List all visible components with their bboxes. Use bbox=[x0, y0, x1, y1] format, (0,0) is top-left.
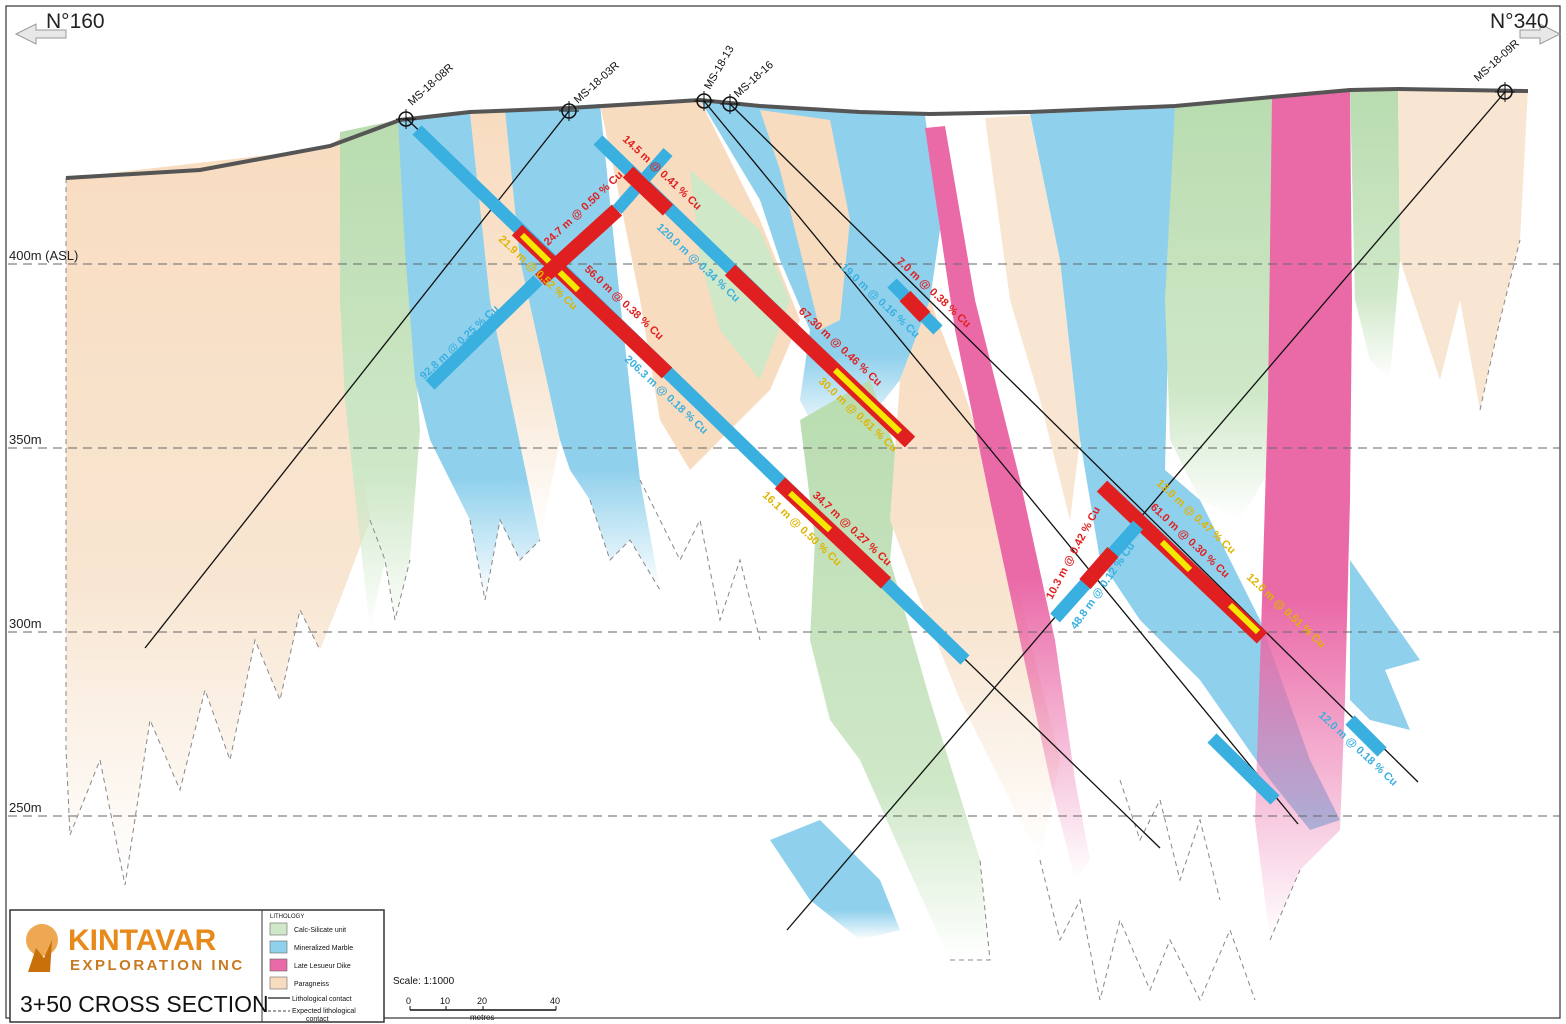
bar-ms1816-7m bbox=[899, 290, 931, 323]
calc-silicate-central bbox=[800, 380, 990, 960]
drillhole-collars bbox=[396, 82, 1515, 129]
paragneiss-central bbox=[890, 300, 1060, 860]
bar-ms1813-30m bbox=[832, 367, 903, 435]
collar-ms1816 bbox=[720, 94, 740, 114]
orientation-markers: N°160 N°340 bbox=[14, 10, 1562, 45]
legend-title: LITHOLOGY bbox=[270, 914, 304, 920]
drillhole-label-ms1803r: MS-18-03R bbox=[572, 60, 622, 107]
paragneiss-west bbox=[66, 132, 370, 885]
drillhole-trace-09r bbox=[786, 91, 1506, 931]
company-name: KINTAVAR bbox=[68, 924, 217, 957]
legend-label-marble: Mineralized Marble bbox=[294, 945, 353, 952]
title-block-frame bbox=[9, 909, 385, 1023]
paragneiss-band-1 bbox=[470, 110, 560, 540]
calc-silicate-far-east bbox=[1350, 88, 1400, 380]
marble-tongue-east bbox=[1350, 560, 1420, 730]
scale-tick: 0 bbox=[406, 996, 411, 1006]
drillhole-label-ms1816: MS-18-16 bbox=[732, 59, 776, 100]
arrow-left-icon bbox=[14, 23, 67, 45]
orientation-left-label: N°160 bbox=[46, 10, 105, 33]
late-lesueur-dike-1 bbox=[925, 126, 1090, 880]
bar-ms1816-13m bbox=[1159, 539, 1193, 573]
bar-ms1803r-24m bbox=[534, 204, 623, 286]
elevation-label-350: 350m bbox=[9, 432, 42, 447]
elevation-label-250: 250m bbox=[9, 800, 42, 815]
bar-ms1813-deep bbox=[1207, 733, 1280, 805]
scale-tick: 40 bbox=[550, 996, 560, 1006]
legend-swatch-dike bbox=[269, 958, 288, 972]
bar-ms1803r-92m bbox=[425, 275, 543, 390]
figure-frame bbox=[5, 5, 1561, 1019]
collar-ms1803r bbox=[559, 101, 579, 121]
marble-tail-south bbox=[770, 820, 900, 940]
scale-title: Scale: 1:1000 bbox=[393, 976, 455, 987]
legend-label-gneiss: Paragneiss bbox=[294, 981, 330, 988]
legend-label-expected-1: Expected lithological bbox=[292, 1008, 356, 1015]
calc-silicate-west bbox=[340, 120, 420, 630]
bar-ms1809r-10m bbox=[1079, 547, 1119, 589]
marble-band-2 bbox=[505, 104, 660, 590]
legend-label-expected-2: contact bbox=[306, 1016, 329, 1023]
legend-swatch-marble bbox=[269, 940, 288, 954]
drillhole-label-ms1808r: MS-18-08R bbox=[406, 62, 456, 109]
drillhole-trace-13 bbox=[703, 100, 1299, 825]
section-title: 3+50 CROSS SECTION bbox=[20, 991, 269, 1017]
collar-ms1808r bbox=[396, 109, 416, 129]
bar-ms1816-12m bbox=[1227, 602, 1261, 635]
elevation-lines: 400m (ASL) 350m 300m 250m bbox=[8, 248, 1560, 817]
calc-silicate-east bbox=[1165, 98, 1275, 520]
collar-ms1809r bbox=[1495, 82, 1515, 102]
scale-unit: metres bbox=[470, 1013, 494, 1022]
topography-line bbox=[65, 86, 1529, 180]
legend-swatch-gneiss bbox=[269, 976, 288, 990]
legend-label-contact: Lithological contact bbox=[292, 996, 352, 1003]
drillhole-label-ms1813: MS-18-13 bbox=[702, 44, 737, 92]
elevation-label-300: 300m bbox=[9, 616, 42, 631]
lithology-units bbox=[66, 88, 1528, 960]
scale-tick: 20 bbox=[477, 996, 487, 1006]
arrow-right-icon bbox=[1519, 23, 1562, 45]
late-lesueur-dike-2 bbox=[1255, 90, 1352, 940]
legend-label-dike: Late Lesueur Dike bbox=[294, 963, 351, 970]
legend-swatch-calc bbox=[269, 922, 288, 936]
bar-ms1813-14m bbox=[622, 166, 674, 216]
legend-label-calc: Calc-Silicate unit bbox=[294, 927, 346, 934]
scale-bar: Scale: 1:1000 0 10 20 40 metres bbox=[393, 976, 560, 1022]
scale-tick: 10 bbox=[440, 996, 450, 1006]
elevation-label-400: 400m (ASL) bbox=[9, 248, 78, 263]
collar-ms1813 bbox=[694, 91, 714, 111]
drillhole-trace-16 bbox=[729, 103, 1419, 783]
company-subtitle: EXPLORATION INC bbox=[70, 957, 245, 974]
paragneiss-east bbox=[985, 115, 1080, 520]
paragneiss-lens-1 bbox=[760, 110, 850, 330]
expected-contacts bbox=[65, 178, 1521, 1002]
title-block: KINTAVAR EXPLORATION INC 3+50 CROSS SECT… bbox=[9, 909, 385, 1023]
bar-ms1816-deep bbox=[1345, 715, 1387, 757]
bar-ms1808r-16m bbox=[787, 490, 833, 533]
orientation-right-label: N°340 bbox=[1490, 10, 1549, 33]
kintavar-logo-icon bbox=[26, 924, 58, 972]
paragneiss-far-east bbox=[1398, 88, 1528, 410]
drillhole-label-ms1809r: MS-18-09R bbox=[1472, 38, 1522, 85]
intercept-bars bbox=[412, 125, 1387, 805]
